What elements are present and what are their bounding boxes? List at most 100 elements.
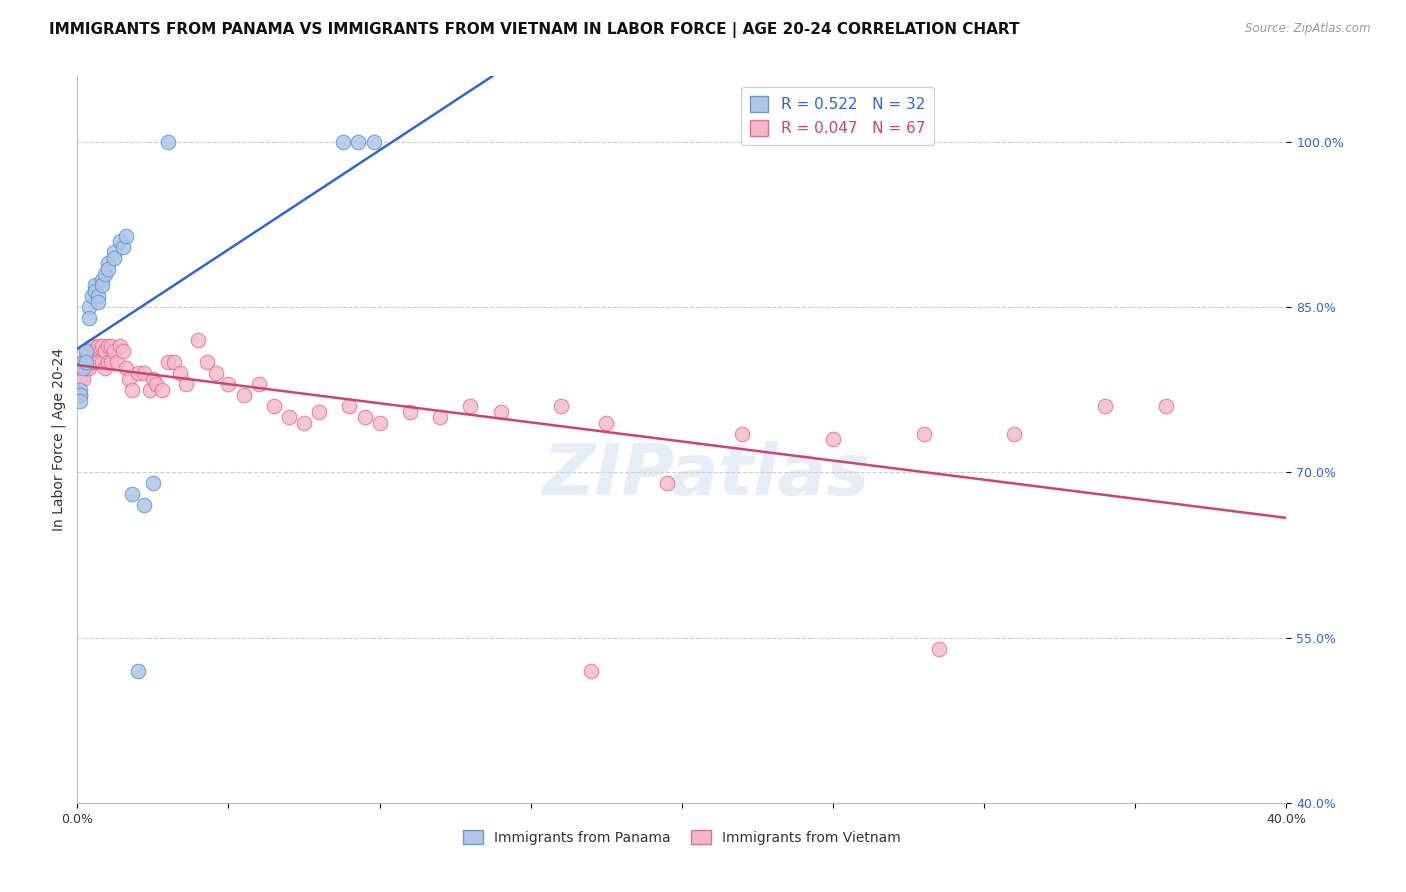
Point <box>174 377 197 392</box>
Point <box>84 355 107 369</box>
Point <box>458 399 481 413</box>
Point <box>93 267 115 281</box>
Point <box>96 261 118 276</box>
Text: ZIPatlas: ZIPatlas <box>543 442 870 510</box>
Point <box>84 278 107 293</box>
Point <box>132 366 155 380</box>
Point <box>90 355 112 369</box>
Y-axis label: In Labor Force | Age 20-24: In Labor Force | Age 20-24 <box>52 348 66 531</box>
Text: Source: ZipAtlas.com: Source: ZipAtlas.com <box>1246 22 1371 36</box>
Point <box>82 355 104 369</box>
Point <box>489 405 512 419</box>
Legend: Immigrants from Panama, Immigrants from Vietnam: Immigrants from Panama, Immigrants from … <box>458 824 905 850</box>
Point <box>103 344 125 359</box>
Point <box>353 410 375 425</box>
Point <box>550 399 572 413</box>
Point <box>368 416 391 430</box>
Point <box>75 360 97 375</box>
Point <box>127 664 149 678</box>
Point <box>82 289 104 303</box>
Point <box>79 311 101 326</box>
Point <box>1154 399 1177 413</box>
Point <box>69 383 91 397</box>
Point <box>169 366 191 380</box>
Point <box>96 256 118 270</box>
Point <box>75 355 97 369</box>
Point <box>90 272 112 286</box>
Point <box>72 355 94 369</box>
Point <box>111 344 134 359</box>
Point <box>928 641 950 656</box>
Point <box>75 344 97 359</box>
Point <box>232 388 254 402</box>
Point <box>150 383 173 397</box>
Point <box>100 339 122 353</box>
Point <box>79 360 101 375</box>
Point <box>142 372 165 386</box>
Point <box>218 377 240 392</box>
Point <box>87 289 110 303</box>
Point <box>69 388 91 402</box>
Point <box>655 476 678 491</box>
Point <box>114 228 136 243</box>
Point <box>72 372 94 386</box>
Point <box>308 405 330 419</box>
Point <box>1004 426 1026 441</box>
Point <box>821 432 844 446</box>
Point <box>247 377 270 392</box>
Point <box>96 355 118 369</box>
Point <box>347 135 370 149</box>
Point <box>121 487 143 501</box>
Point <box>145 377 167 392</box>
Point <box>93 360 115 375</box>
Point <box>731 426 754 441</box>
Point <box>595 416 617 430</box>
Point <box>187 333 209 347</box>
Point <box>1094 399 1116 413</box>
Point <box>581 664 603 678</box>
Point <box>121 383 143 397</box>
Point <box>87 294 110 309</box>
Point <box>87 355 110 369</box>
Point <box>263 399 285 413</box>
Point <box>72 360 94 375</box>
Point <box>292 416 315 430</box>
Point <box>72 360 94 375</box>
Text: IMMIGRANTS FROM PANAMA VS IMMIGRANTS FROM VIETNAM IN LABOR FORCE | AGE 20-24 COR: IMMIGRANTS FROM PANAMA VS IMMIGRANTS FRO… <box>49 22 1019 38</box>
Point <box>87 339 110 353</box>
Point <box>332 135 354 149</box>
Point <box>912 426 935 441</box>
Point <box>93 344 115 359</box>
Point <box>363 135 385 149</box>
Point <box>157 355 180 369</box>
Point <box>429 410 451 425</box>
Point <box>75 350 97 364</box>
Point <box>132 499 155 513</box>
Point <box>69 393 91 408</box>
Point <box>90 339 112 353</box>
Point <box>69 360 91 375</box>
Point <box>114 360 136 375</box>
Point <box>142 476 165 491</box>
Point <box>118 372 141 386</box>
Point <box>69 372 91 386</box>
Point <box>105 355 128 369</box>
Point <box>84 344 107 359</box>
Point <box>79 344 101 359</box>
Point <box>157 135 180 149</box>
Point <box>100 355 122 369</box>
Point <box>79 300 101 314</box>
Point <box>69 388 91 402</box>
Point <box>96 339 118 353</box>
Point <box>103 245 125 260</box>
Point <box>90 278 112 293</box>
Point <box>278 410 301 425</box>
Point <box>337 399 360 413</box>
Point <box>84 284 107 298</box>
Point <box>72 355 94 369</box>
Point <box>108 339 131 353</box>
Point <box>111 239 134 253</box>
Point <box>103 251 125 265</box>
Point <box>195 355 218 369</box>
Point <box>139 383 162 397</box>
